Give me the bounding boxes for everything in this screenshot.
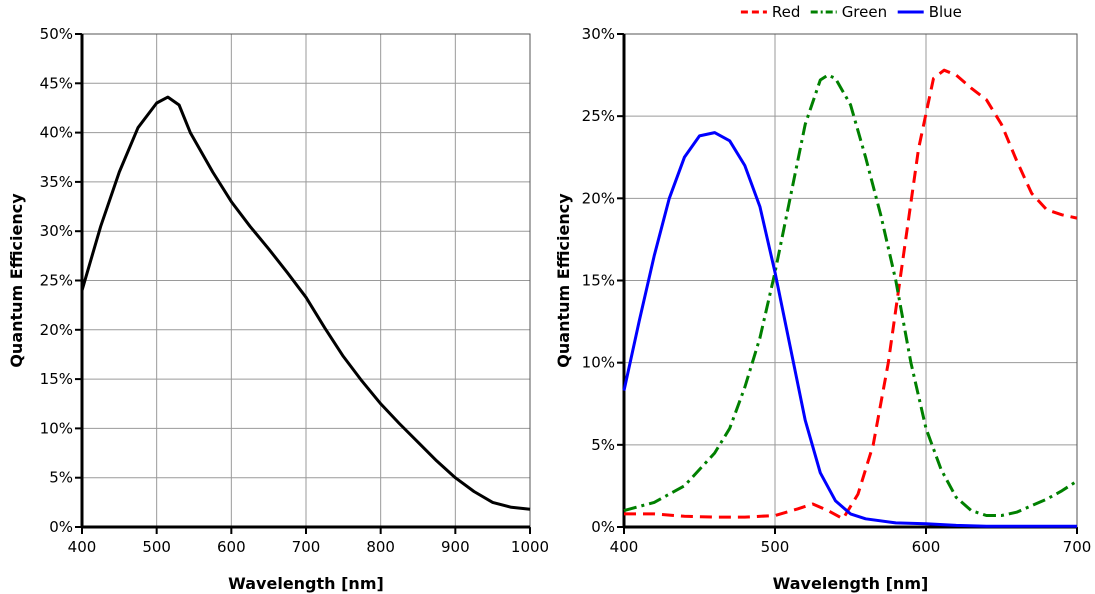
- right-chart: 0% 5% 10% 15% 20% 25% 30% 400 500 600 700 Wavelengt…: [554, 25, 1091, 593]
- legend-label-blue: Blue: [929, 3, 962, 21]
- x-tick-label: 400: [68, 538, 97, 556]
- y-tick-label: 25%: [40, 272, 73, 290]
- x-tick-label: 400: [610, 538, 639, 556]
- y-tick-label: 15%: [40, 370, 73, 388]
- x-tick-label: 600: [217, 538, 246, 556]
- y-tick-label: 35%: [40, 173, 73, 191]
- x-tick-label: 600: [912, 538, 941, 556]
- x-axis-title: Wavelength [nm]: [773, 574, 929, 593]
- x-tick-label: 800: [366, 538, 395, 556]
- series-blue-line: [622, 131, 1077, 528]
- legend-label-red: Red: [772, 3, 801, 21]
- left-chart: 0% 5% 10% 15% 20% 25% 30% 35% 40% 45% 50% 400 500 600…: [7, 25, 549, 593]
- y-tick-label: 30%: [40, 222, 73, 240]
- y-tick-label: 45%: [40, 74, 73, 92]
- x-tick-label: 900: [441, 538, 470, 556]
- y-tick-label: 0%: [49, 518, 73, 536]
- y-tick-label: 30%: [582, 25, 615, 43]
- legend: Red Green Blue: [740, 3, 962, 21]
- x-tick-label: 500: [761, 538, 790, 556]
- y-tick-label: 10%: [582, 354, 615, 372]
- y-tick-label: 0%: [591, 518, 615, 536]
- series-line: [80, 95, 531, 511]
- series-green-line: [623, 73, 1078, 517]
- y-tick-label: 25%: [582, 107, 615, 125]
- x-tick-label: 700: [1063, 538, 1092, 556]
- series-red-line: [624, 68, 1078, 521]
- y-axis-title: Quantum Efficiency: [7, 193, 26, 368]
- x-axis-title: Wavelength [nm]: [228, 574, 384, 593]
- y-axis-title: Quantum Efficiency: [554, 193, 573, 368]
- x-tick-label: 1000: [511, 538, 549, 556]
- y-tick-label: 5%: [591, 436, 615, 454]
- y-tick-label: 50%: [40, 25, 73, 43]
- y-tick-label: 20%: [582, 189, 615, 207]
- y-tick-label: 15%: [582, 272, 615, 290]
- x-tick-label: 700: [292, 538, 321, 556]
- y-tick-label: 10%: [40, 419, 73, 437]
- y-tick-label: 20%: [40, 321, 73, 339]
- y-tick-label: 40%: [40, 124, 73, 142]
- x-tick-label: 500: [142, 538, 171, 556]
- y-tick-label: 5%: [49, 469, 73, 487]
- legend-label-green: Green: [842, 3, 887, 21]
